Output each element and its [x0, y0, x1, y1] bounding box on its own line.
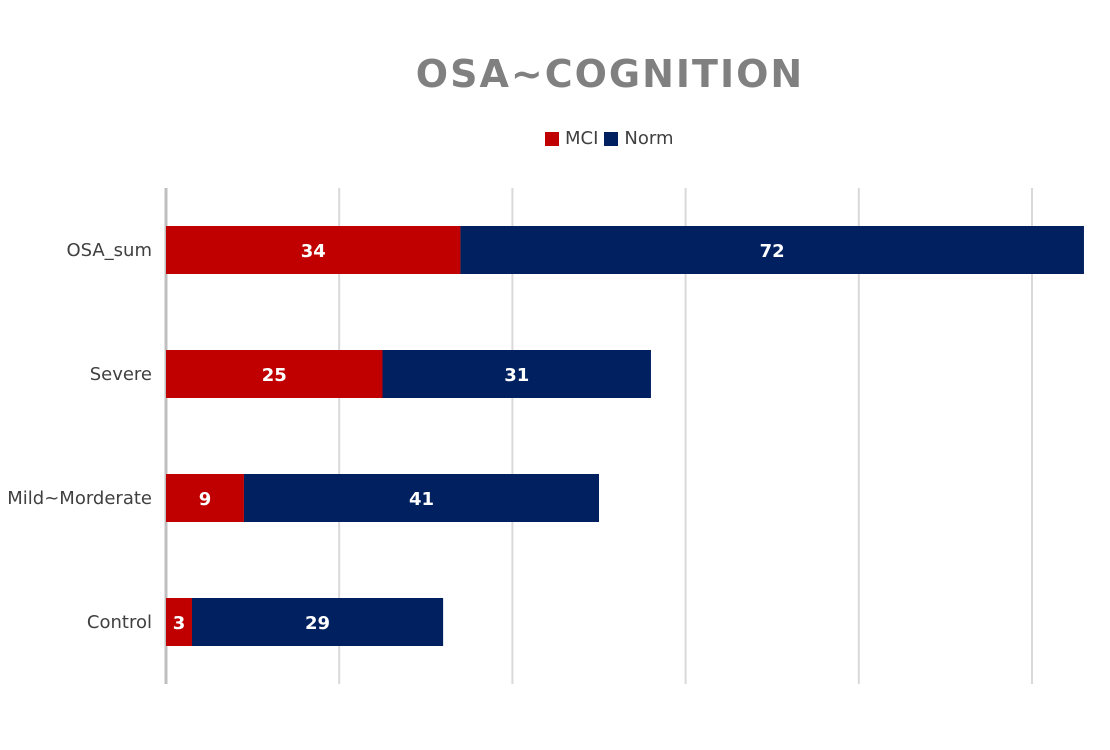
- legend-label-norm: Norm: [624, 128, 674, 149]
- legend-label-mci: MCI: [565, 128, 599, 149]
- data-label-mci-severe: 25: [262, 365, 287, 386]
- bar-mci-severe: [166, 350, 383, 398]
- data-label-norm-mild-morderate: 41: [409, 489, 434, 510]
- category-label-control: Control: [87, 612, 152, 633]
- data-label-norm-osa-sum: 72: [760, 241, 785, 262]
- bar-norm-osa-sum: [460, 226, 1084, 274]
- legend-swatch-norm: [604, 131, 619, 146]
- category-label-osa-sum: OSA_sum: [66, 240, 152, 261]
- bar-norm-mild-morderate: [243, 474, 599, 522]
- bar-mci-osa-sum: [166, 226, 461, 274]
- bar-mci-mild-morderate: [166, 474, 244, 522]
- data-label-mci-osa-sum: 34: [301, 241, 326, 262]
- legend-item-mci: MCI: [545, 128, 598, 149]
- data-label-norm-control: 29: [305, 613, 330, 634]
- category-label-mild-morderate: Mild~Morderate: [7, 488, 152, 509]
- bar-mci-control: [166, 598, 192, 646]
- data-label-mci-mild-morderate: 9: [199, 489, 212, 510]
- bar-norm-severe: [382, 350, 651, 398]
- legend-swatch-mci: [545, 131, 559, 146]
- legend-item-norm: Norm: [604, 128, 674, 149]
- data-label-norm-severe: 31: [504, 365, 529, 386]
- chart-legend: MCI Norm: [545, 128, 680, 149]
- bar-norm-control: [191, 598, 444, 646]
- chart-title: OSA~COGNITION: [415, 52, 805, 96]
- category-label-severe: Severe: [90, 364, 152, 385]
- data-label-mci-control: 3: [173, 613, 186, 634]
